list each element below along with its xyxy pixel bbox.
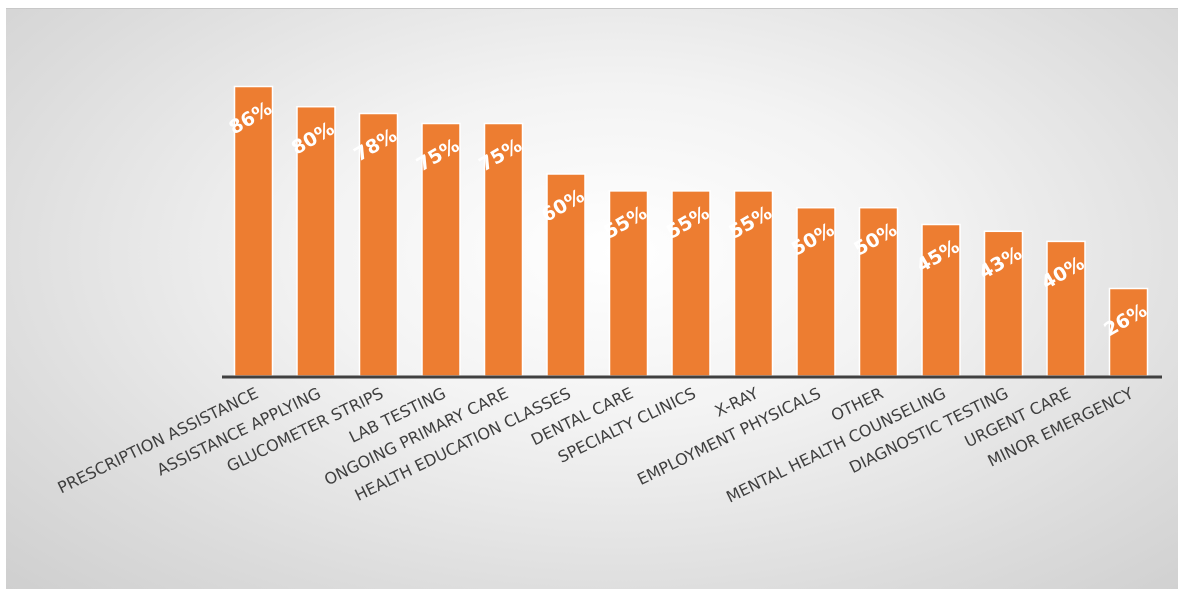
bar: [421, 122, 461, 377]
bar: [1108, 287, 1149, 377]
bar: [733, 190, 774, 377]
bar: [546, 173, 586, 377]
chart-background: [6, 8, 1178, 589]
bar: [483, 122, 524, 377]
bar: [358, 112, 399, 377]
bar: [921, 223, 961, 377]
bar: [608, 190, 649, 377]
bar: [233, 85, 274, 377]
bar: [671, 190, 711, 377]
bar: [296, 105, 336, 377]
